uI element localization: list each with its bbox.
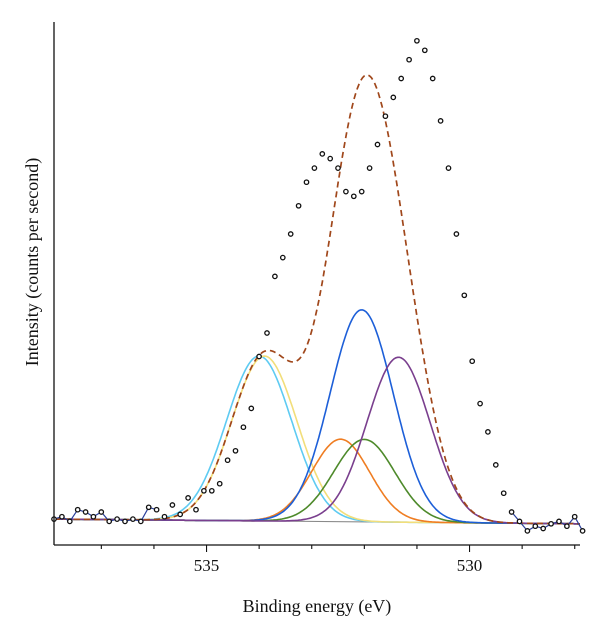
data-point-29 bbox=[272, 273, 278, 280]
data-trace-right bbox=[511, 511, 584, 532]
data-point-26 bbox=[248, 405, 255, 412]
data-point-16 bbox=[169, 502, 176, 508]
data-point-55 bbox=[477, 400, 483, 407]
data-point-28 bbox=[264, 330, 270, 336]
data-point-11 bbox=[130, 516, 136, 522]
data-point-67 bbox=[571, 513, 578, 520]
data-point-12 bbox=[137, 518, 144, 525]
data-point-6 bbox=[90, 513, 97, 520]
data-point-3 bbox=[66, 518, 73, 525]
component-peak-5 bbox=[54, 309, 580, 525]
data-point-23 bbox=[224, 457, 231, 464]
data-point-19 bbox=[193, 506, 199, 513]
component-peak-2 bbox=[54, 355, 580, 525]
data-point-63 bbox=[540, 525, 547, 532]
data-point-51 bbox=[445, 165, 452, 171]
data-point-31 bbox=[287, 231, 294, 237]
data-point-10 bbox=[122, 518, 128, 525]
data-point-59 bbox=[508, 509, 515, 515]
data-point-39 bbox=[350, 193, 357, 200]
data-point-57 bbox=[492, 462, 499, 468]
data-point-60 bbox=[516, 518, 523, 525]
component-peak-4 bbox=[54, 438, 580, 525]
data-point-50 bbox=[437, 118, 444, 124]
data-point-56 bbox=[485, 429, 491, 435]
data-point-61 bbox=[524, 528, 531, 534]
data-point-64 bbox=[548, 520, 554, 527]
data-point-53 bbox=[461, 292, 468, 299]
component-peak-3 bbox=[54, 438, 580, 525]
data-point-35 bbox=[319, 151, 326, 157]
data-point-47 bbox=[414, 37, 420, 44]
data-point-43 bbox=[382, 113, 389, 120]
data-point-13 bbox=[145, 504, 152, 511]
data-point-44 bbox=[390, 94, 397, 101]
data-point-48 bbox=[421, 47, 428, 54]
data-point-58 bbox=[500, 490, 507, 497]
data-point-38 bbox=[343, 188, 349, 195]
data-point-17 bbox=[177, 511, 184, 518]
data-point-46 bbox=[406, 56, 412, 63]
data-point-40 bbox=[358, 188, 365, 195]
data-point-14 bbox=[153, 506, 160, 513]
data-point-7 bbox=[98, 509, 105, 515]
data-point-21 bbox=[208, 487, 215, 494]
plot-area bbox=[51, 37, 586, 534]
y-axis-title: Intensity (counts per second) bbox=[22, 158, 43, 366]
data-point-62 bbox=[532, 523, 539, 530]
x-axis-ticks: 535 530 bbox=[100, 545, 576, 575]
data-point-33 bbox=[303, 179, 310, 186]
data-point-65 bbox=[556, 518, 562, 525]
data-point-34 bbox=[311, 165, 318, 171]
x-tick-label-535: 535 bbox=[194, 556, 220, 575]
data-point-54 bbox=[469, 358, 476, 365]
data-point-18 bbox=[185, 495, 191, 501]
component-peak-6 bbox=[54, 356, 580, 525]
data-point-42 bbox=[374, 141, 381, 148]
data-point-66 bbox=[564, 523, 570, 530]
data-point-49 bbox=[429, 75, 436, 82]
data-point-8 bbox=[106, 518, 113, 525]
data-point-30 bbox=[279, 254, 286, 261]
x-tick-label-530: 530 bbox=[457, 556, 483, 575]
data-point-27 bbox=[256, 353, 262, 360]
data-point-2 bbox=[59, 513, 65, 520]
data-point-4 bbox=[74, 506, 81, 513]
data-point-36 bbox=[327, 155, 334, 162]
data-point-9 bbox=[114, 516, 120, 522]
data-point-5 bbox=[82, 509, 89, 515]
data-point-15 bbox=[161, 513, 168, 520]
data-point-37 bbox=[335, 165, 341, 171]
x-axis-title: Binding energy (eV) bbox=[243, 596, 392, 617]
data-point-20 bbox=[201, 487, 207, 494]
data-point-45 bbox=[398, 75, 405, 82]
data-point-32 bbox=[295, 202, 302, 209]
envelope-fit-line bbox=[54, 74, 580, 525]
axes bbox=[53, 22, 580, 546]
data-point-25 bbox=[240, 424, 247, 431]
data-point-52 bbox=[453, 231, 460, 237]
data-point-41 bbox=[366, 165, 373, 171]
data-point-22 bbox=[216, 480, 223, 487]
component-peak-1 bbox=[54, 355, 580, 525]
data-point-24 bbox=[232, 447, 239, 454]
data-point-68 bbox=[579, 528, 586, 534]
